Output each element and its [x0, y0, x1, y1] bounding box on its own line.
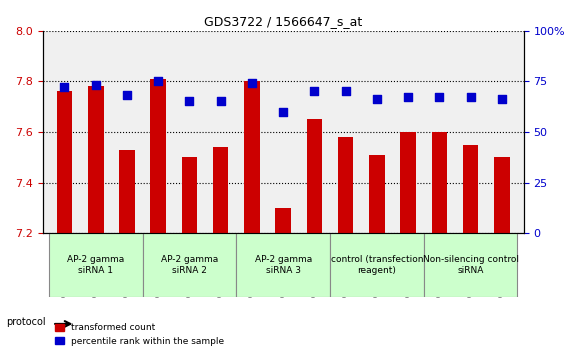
Bar	[88, 86, 103, 233]
Text: protocol: protocol	[6, 317, 45, 327]
Point	[372, 97, 382, 102]
Bar	[57, 91, 72, 233]
Bar	[330, 233, 424, 297]
Bar	[338, 137, 353, 233]
Bar	[307, 119, 322, 233]
Bar	[49, 233, 143, 297]
Point	[91, 82, 100, 88]
Bar	[244, 81, 260, 233]
Point	[122, 92, 132, 98]
Bar	[150, 79, 166, 233]
Bar	[213, 147, 229, 233]
Text: AP-2 gamma
siRNA 3: AP-2 gamma siRNA 3	[255, 255, 312, 275]
Title: GDS3722 / 1566647_s_at: GDS3722 / 1566647_s_at	[204, 15, 362, 28]
Point	[310, 88, 319, 94]
Point	[60, 85, 69, 90]
Bar	[143, 233, 236, 297]
Point	[466, 95, 475, 100]
Bar	[494, 157, 510, 233]
Text: AP-2 gamma
siRNA 2: AP-2 gamma siRNA 2	[161, 255, 218, 275]
Point	[404, 95, 413, 100]
Point	[154, 78, 163, 84]
Bar	[276, 208, 291, 233]
Point	[497, 97, 506, 102]
Legend: transformed count, percentile rank within the sample: transformed count, percentile rank withi…	[51, 320, 227, 349]
Bar	[236, 233, 330, 297]
Point	[341, 88, 350, 94]
Bar	[400, 132, 416, 233]
Text: Non-silencing control
siRNA: Non-silencing control siRNA	[423, 255, 519, 275]
Bar	[119, 150, 135, 233]
Point	[434, 95, 444, 100]
Text: AP-2 gamma
siRNA 1: AP-2 gamma siRNA 1	[67, 255, 124, 275]
Point	[185, 99, 194, 104]
Bar	[182, 157, 197, 233]
Bar	[432, 132, 447, 233]
Bar	[424, 233, 517, 297]
Text: control (transfection
reagent): control (transfection reagent)	[331, 255, 423, 275]
Point	[216, 99, 225, 104]
Bar	[369, 155, 385, 233]
Point	[247, 80, 256, 86]
Point	[278, 109, 288, 114]
Bar	[463, 144, 478, 233]
